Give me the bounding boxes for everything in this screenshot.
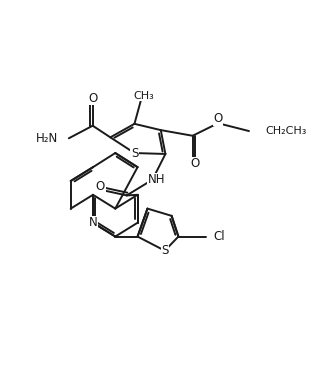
Text: CH₃: CH₃ (133, 91, 154, 101)
Text: O: O (96, 180, 105, 193)
Text: S: S (161, 244, 168, 257)
Text: O: O (190, 157, 199, 170)
Text: N: N (89, 216, 97, 229)
Text: S: S (131, 147, 138, 160)
Text: CH₂CH₃: CH₂CH₃ (266, 126, 307, 136)
Text: O: O (213, 112, 223, 125)
Text: Cl: Cl (213, 230, 225, 243)
Text: H₂N: H₂N (36, 132, 58, 145)
Text: NH: NH (147, 173, 165, 186)
Text: O: O (88, 92, 97, 105)
